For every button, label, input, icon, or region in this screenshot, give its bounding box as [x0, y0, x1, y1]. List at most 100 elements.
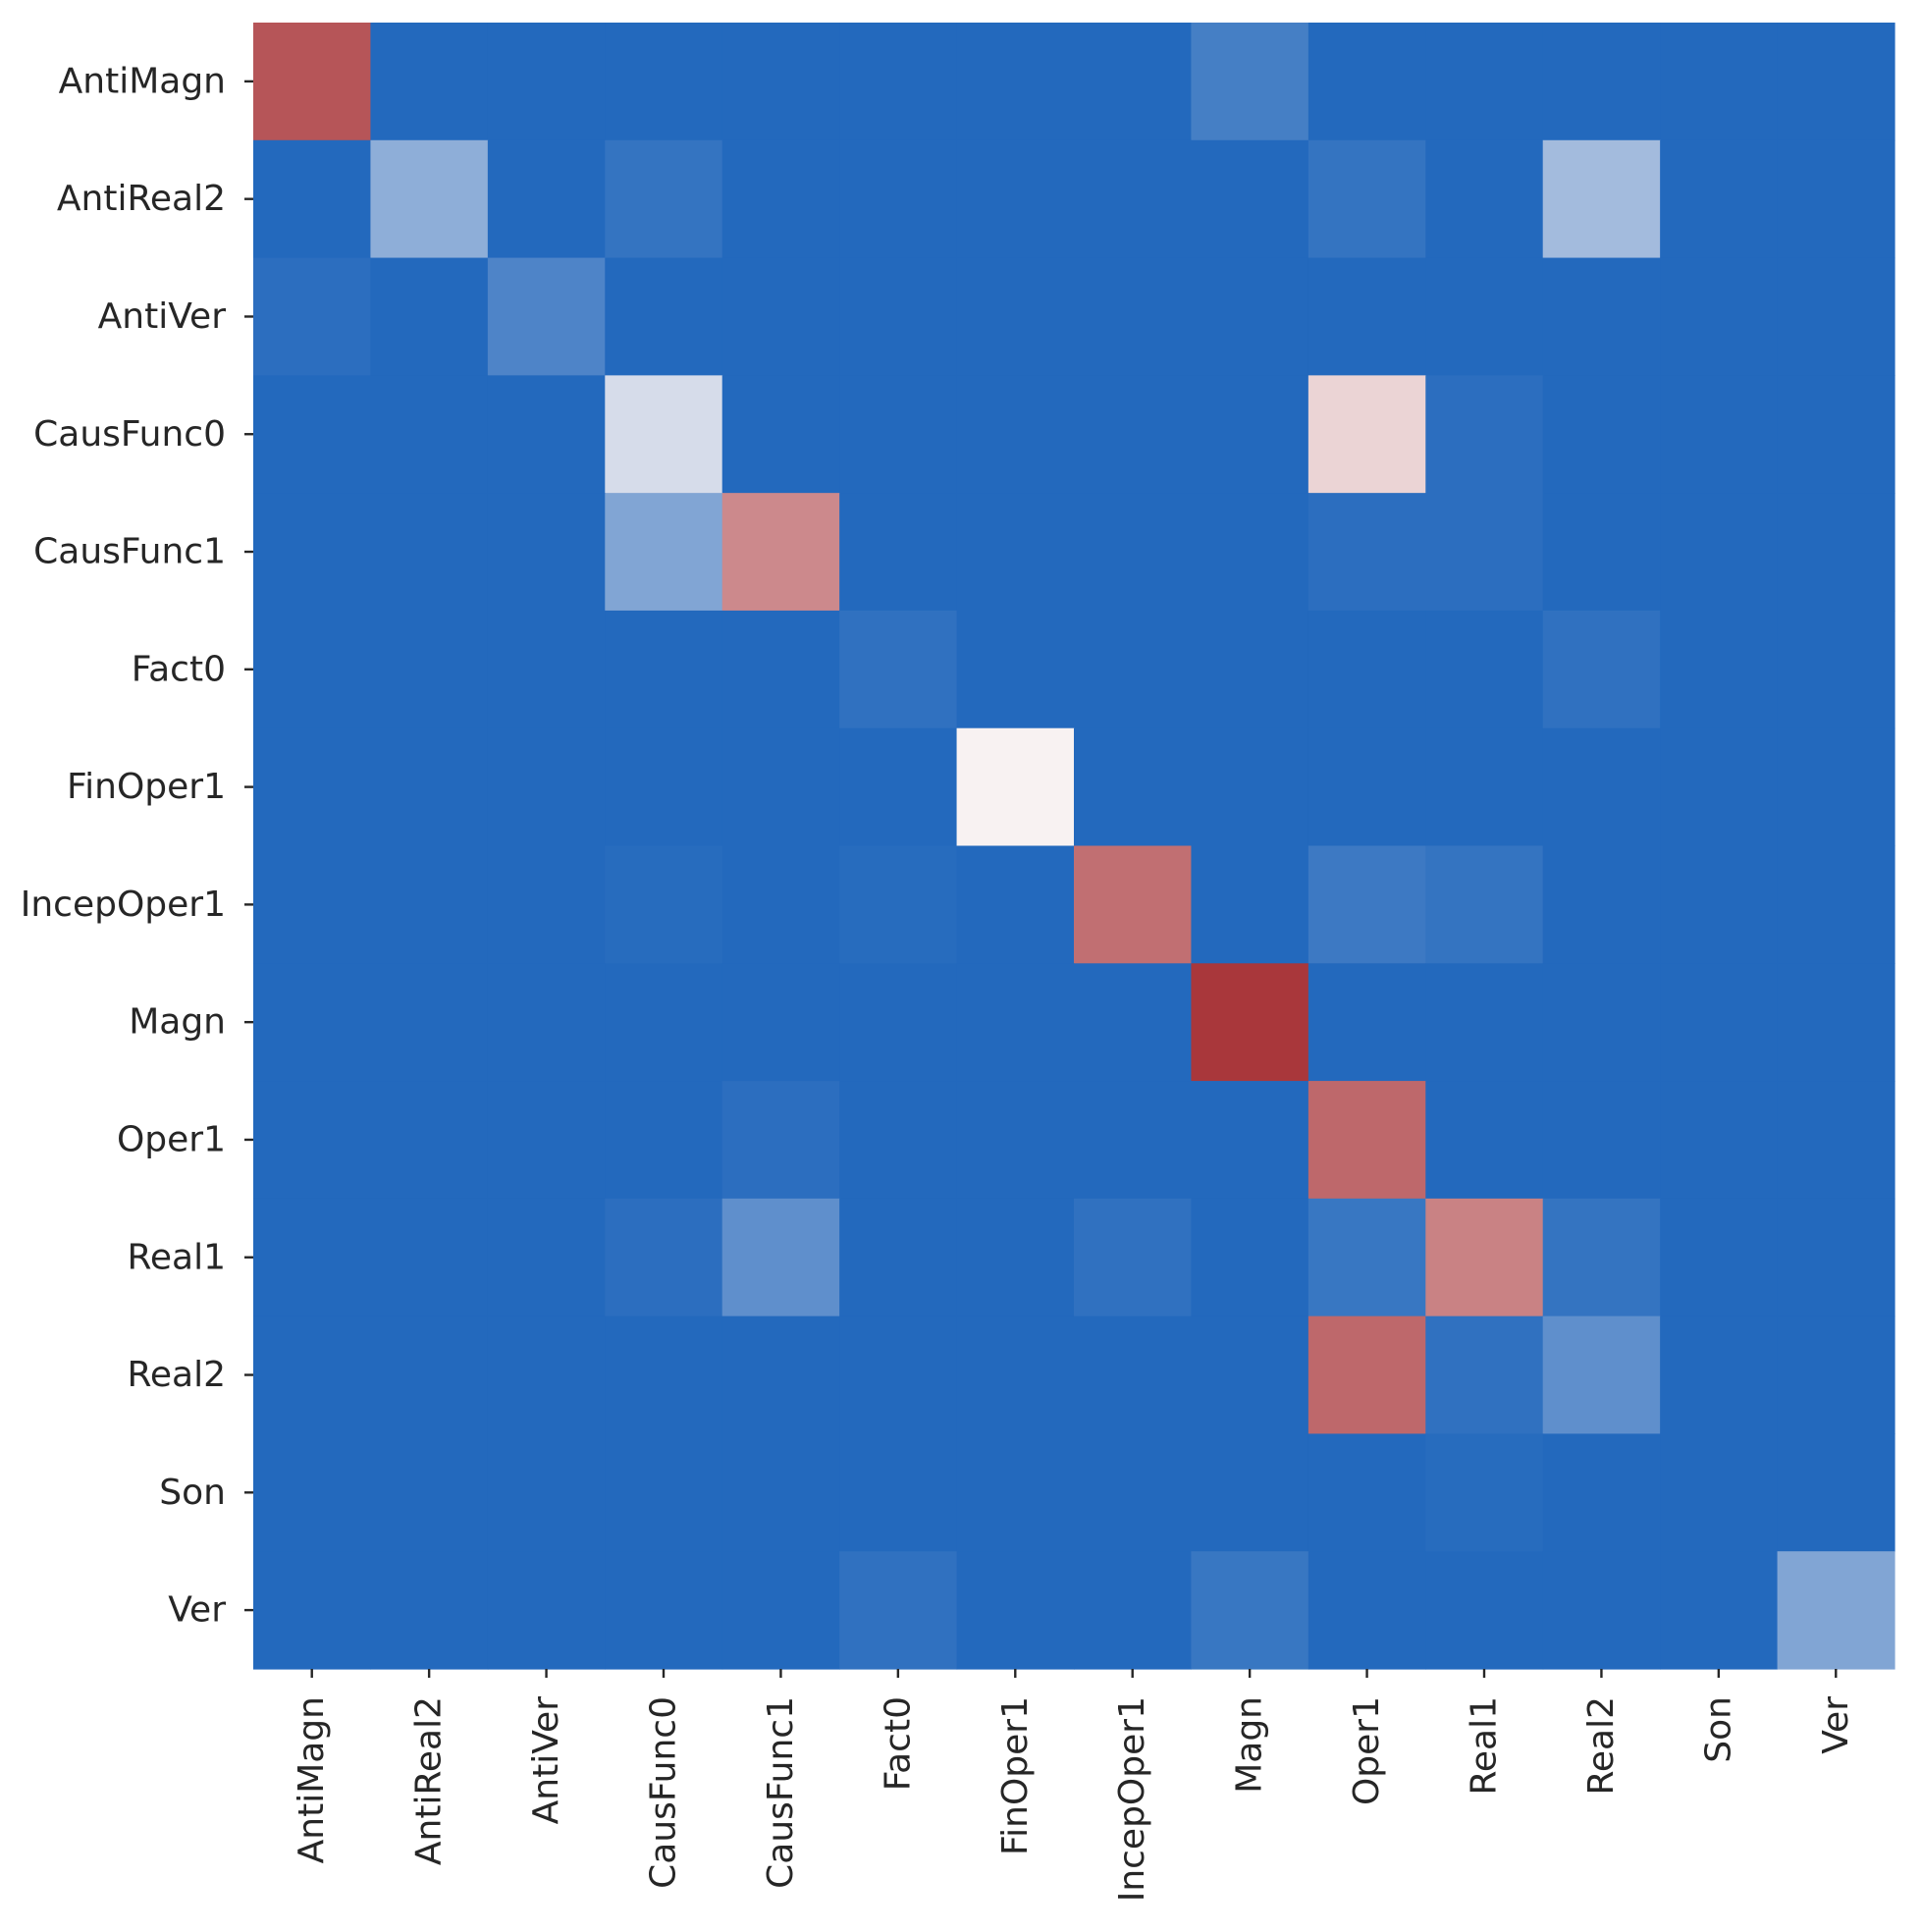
heatmap-cell	[1542, 727, 1661, 847]
heatmap-cell	[1660, 1551, 1779, 1670]
heatmap-cell	[1425, 375, 1544, 494]
y-tick-label: AntiMagn	[59, 61, 226, 101]
heatmap-cell	[605, 610, 723, 729]
heatmap-cell	[721, 257, 840, 376]
heatmap-cell	[1542, 23, 1661, 141]
heatmap-cell	[370, 257, 489, 376]
heatmap-cell	[487, 1551, 606, 1670]
heatmap-cell	[721, 23, 840, 141]
heatmap-cell	[1074, 963, 1193, 1082]
heatmap-cell	[1307, 1315, 1426, 1435]
heatmap-cell	[1542, 375, 1661, 494]
heatmap-cell	[1425, 1081, 1544, 1200]
heatmap-cell	[721, 1081, 840, 1200]
heatmap-cell	[370, 963, 489, 1082]
heatmap-cell	[956, 1198, 1075, 1317]
heatmap-cell	[605, 1551, 723, 1670]
x-tick-label: Ver	[1816, 1696, 1856, 1754]
heatmap-cell	[1660, 845, 1779, 964]
x-axis: AntiMagn AntiReal2 AntiVer CausFunc0 CausFun…	[292, 1669, 1856, 1902]
heatmap-cell	[1307, 845, 1426, 964]
heatmap-cell	[956, 727, 1075, 847]
heatmap-cell	[1542, 493, 1661, 612]
y-tick-label: Ver	[168, 1590, 226, 1631]
heatmap-cell	[1191, 1198, 1309, 1317]
heatmap-cell	[1307, 610, 1426, 729]
heatmap-cell	[253, 375, 372, 494]
heatmap-cell	[1425, 610, 1544, 729]
heatmap-cell	[1660, 727, 1779, 847]
y-tick-label: CausFunc1	[33, 532, 226, 572]
heatmap-cell	[253, 1551, 372, 1670]
heatmap-cell	[370, 1081, 489, 1200]
heatmap-cell	[721, 845, 840, 964]
heatmap-cell	[253, 1081, 372, 1200]
heatmap-cell	[1542, 1551, 1661, 1670]
heatmap-cell	[253, 845, 372, 964]
heatmap-cell	[1191, 1433, 1309, 1552]
heatmap-cell	[839, 1315, 958, 1435]
heatmap-cell	[839, 727, 958, 847]
heatmap-cell	[605, 1433, 723, 1552]
heatmap-cell	[721, 1315, 840, 1435]
heatmap-cell	[1777, 257, 1895, 376]
heatmap-cell	[1542, 963, 1661, 1082]
heatmap-cell	[1074, 493, 1193, 612]
heatmap-cell	[487, 23, 606, 141]
heatmap-cell	[605, 845, 723, 964]
heatmap-cell	[1660, 963, 1779, 1082]
heatmap-cell	[370, 139, 489, 259]
heatmap-cell	[1307, 1433, 1426, 1552]
x-tick-label: Real2	[1581, 1696, 1622, 1796]
heatmap-cell	[487, 1198, 606, 1317]
heatmap-cell	[839, 257, 958, 376]
heatmap-cell	[1660, 1198, 1779, 1317]
heatmap-cell	[1660, 139, 1779, 259]
heatmap-cell	[956, 1081, 1075, 1200]
x-tick-label: Son	[1698, 1696, 1738, 1763]
heatmap-cell	[721, 727, 840, 847]
heatmap-cell	[721, 1433, 840, 1552]
heatmap-cell	[1074, 1551, 1193, 1670]
heatmap-cell	[1425, 257, 1544, 376]
heatmap-cell	[1542, 257, 1661, 376]
heatmap-cell	[1191, 493, 1309, 612]
y-tick-label: Real2	[127, 1355, 226, 1395]
heatmap-cell	[956, 139, 1075, 259]
heatmap-cell	[1425, 493, 1544, 612]
heatmap-cell	[721, 963, 840, 1082]
heatmap-cell	[605, 139, 723, 259]
y-tick-label: CausFunc0	[33, 414, 226, 455]
heatmap-cell	[1777, 1551, 1895, 1670]
heatmap-cell	[1074, 610, 1193, 729]
heatmap-cell	[1191, 963, 1309, 1082]
heatmap-cell	[370, 1551, 489, 1670]
heatmap-cell	[605, 23, 723, 141]
heatmap-cell	[1307, 375, 1426, 494]
heatmap-cell	[1191, 257, 1309, 376]
heatmap-cell	[1074, 1198, 1193, 1317]
heatmap-cell	[956, 493, 1075, 612]
heatmap-cell	[487, 1315, 606, 1435]
y-tick-label: Real1	[127, 1237, 226, 1277]
heatmap-cell	[1307, 1081, 1426, 1200]
heatmap-cell	[956, 963, 1075, 1082]
heatmap-cell	[1307, 139, 1426, 259]
heatmap-cell	[487, 610, 606, 729]
heatmap-cell	[1191, 610, 1309, 729]
heatmap-cell	[956, 1315, 1075, 1435]
y-tick-label: Oper1	[117, 1119, 226, 1159]
heatmap-cell	[1307, 1551, 1426, 1670]
heatmap-cell	[1660, 493, 1779, 612]
x-tick-label: Oper1	[1347, 1696, 1387, 1805]
heatmap-cell	[487, 845, 606, 964]
heatmap-cell	[487, 375, 606, 494]
heatmap-cell	[1425, 1551, 1544, 1670]
heatmap-cell	[370, 375, 489, 494]
heatmap-cell	[1307, 727, 1426, 847]
y-tick-label: Magn	[129, 1002, 226, 1043]
heatmap-cell	[1542, 845, 1661, 964]
heatmap-cell	[1542, 1081, 1661, 1200]
heatmap-cell	[956, 23, 1075, 141]
